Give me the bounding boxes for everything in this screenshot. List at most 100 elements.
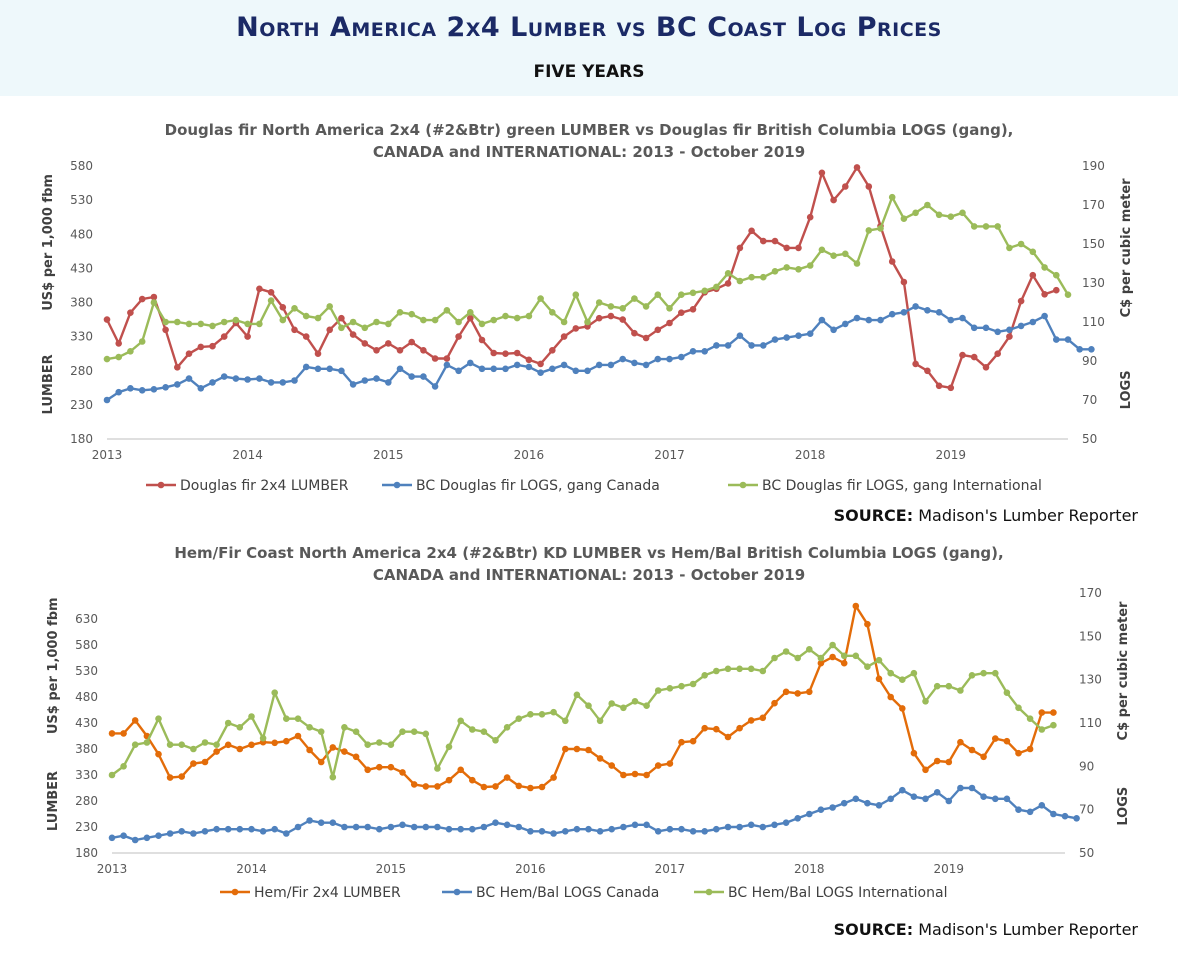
data-point-bc-hem-bal-logs-international bbox=[864, 663, 871, 670]
data-point-bc-hem-bal-logs-canada bbox=[899, 786, 906, 794]
data-point-douglas-fir-2x4-lumber bbox=[431, 355, 439, 362]
data-point-bc-douglas-fir-logs-gang-international bbox=[349, 318, 357, 326]
data-point-bc-douglas-fir-logs-gang-international bbox=[162, 318, 169, 326]
legend-marker-bc-hem-bal-logs-international bbox=[705, 888, 713, 896]
data-point-bc-douglas-fir-logs-gang-international bbox=[291, 305, 298, 312]
data-point-bc-douglas-fir-logs-gang-canada bbox=[209, 379, 216, 386]
data-point-bc-hem-bal-logs-canada bbox=[910, 793, 918, 800]
data-point-douglas-fir-2x4-lumber bbox=[138, 295, 146, 303]
data-point-bc-hem-bal-logs-international bbox=[1038, 726, 1046, 733]
data-point-bc-douglas-fir-logs-gang-canada bbox=[1088, 346, 1095, 353]
data-point-bc-hem-bal-logs-canada bbox=[306, 817, 313, 824]
data-point-bc-hem-bal-logs-canada bbox=[747, 821, 755, 829]
data-point-bc-douglas-fir-logs-gang-international bbox=[244, 320, 251, 328]
data-point-bc-hem-bal-logs-canada bbox=[364, 823, 372, 831]
data-point-bc-douglas-fir-logs-gang-canada bbox=[115, 388, 122, 396]
data-point-douglas-fir-2x4-lumber bbox=[525, 356, 533, 364]
legend-marker-douglas-fir-2x4-lumber bbox=[157, 481, 165, 489]
x-tick-label: 2017 bbox=[655, 862, 686, 876]
data-point-bc-douglas-fir-logs-gang-international bbox=[1006, 244, 1013, 252]
data-point-bc-douglas-fir-logs-gang-international bbox=[197, 320, 205, 328]
data-point-bc-douglas-fir-logs-gang-canada bbox=[1053, 336, 1060, 343]
x-tick-label: 2016 bbox=[515, 862, 546, 876]
data-point-bc-douglas-fir-logs-gang-canada bbox=[642, 361, 650, 369]
y-right-axis-label: C$ per cubic meter bbox=[1119, 178, 1134, 318]
data-point-bc-douglas-fir-logs-gang-international bbox=[1029, 248, 1037, 256]
data-point-bc-douglas-fir-logs-gang-canada bbox=[900, 309, 908, 316]
data-point-bc-douglas-fir-logs-gang-canada bbox=[549, 365, 556, 373]
data-point-bc-hem-bal-logs-international bbox=[887, 669, 894, 677]
data-point-bc-douglas-fir-logs-gang-international bbox=[502, 312, 509, 320]
data-point-douglas-fir-2x4-lumber bbox=[678, 309, 685, 316]
data-point-bc-douglas-fir-logs-gang-canada bbox=[443, 361, 451, 369]
data-point-douglas-fir-2x4-lumber bbox=[865, 183, 873, 190]
data-point-bc-douglas-fir-logs-gang-canada bbox=[232, 375, 240, 382]
data-point-bc-hem-bal-logs-canada bbox=[608, 825, 615, 833]
data-point-douglas-fir-2x4-lumber bbox=[302, 333, 310, 340]
data-point-douglas-fir-2x4-lumber bbox=[736, 244, 744, 252]
data-point-bc-douglas-fir-logs-gang-international bbox=[959, 209, 966, 217]
data-point-bc-douglas-fir-logs-gang-canada bbox=[689, 348, 697, 355]
y-left-axis-label: US$ per 1,000 fbm bbox=[46, 597, 61, 734]
data-point-hem-fir-2x4-lumber bbox=[957, 738, 964, 746]
data-point-hem-fir-2x4-lumber bbox=[445, 776, 453, 784]
data-point-bc-hem-bal-logs-canada bbox=[190, 830, 197, 837]
data-point-douglas-fir-2x4-lumber bbox=[420, 347, 427, 354]
x-tick-label: 2015 bbox=[376, 862, 407, 876]
y-right-axis-label: LOGS bbox=[1119, 370, 1134, 409]
data-point-hem-fir-2x4-lumber bbox=[201, 758, 209, 766]
data-point-bc-hem-bal-logs-canada bbox=[236, 825, 244, 833]
data-point-bc-hem-bal-logs-canada bbox=[817, 806, 825, 813]
data-point-bc-hem-bal-logs-canada bbox=[585, 825, 592, 833]
data-point-douglas-fir-2x4-lumber bbox=[220, 333, 228, 340]
y-right-tick-label: 50 bbox=[1079, 846, 1094, 860]
data-point-bc-douglas-fir-logs-gang-canada bbox=[783, 334, 790, 341]
data-point-bc-douglas-fir-logs-gang-international bbox=[420, 316, 427, 324]
data-point-bc-hem-bal-logs-international bbox=[515, 715, 523, 722]
data-point-douglas-fir-2x4-lumber bbox=[185, 350, 193, 357]
data-point-bc-hem-bal-logs-canada bbox=[120, 832, 127, 839]
data-point-bc-hem-bal-logs-canada bbox=[445, 825, 453, 833]
data-point-douglas-fir-2x4-lumber bbox=[994, 350, 1001, 357]
data-point-douglas-fir-2x4-lumber bbox=[783, 244, 790, 252]
y-left-tick-label: 430 bbox=[75, 716, 98, 730]
data-point-hem-fir-2x4-lumber bbox=[701, 724, 708, 732]
data-point-bc-douglas-fir-logs-gang-canada bbox=[607, 361, 615, 369]
data-point-hem-fir-2x4-lumber bbox=[480, 783, 488, 791]
data-point-bc-douglas-fir-logs-gang-international bbox=[865, 227, 873, 234]
data-point-douglas-fir-2x4-lumber bbox=[760, 237, 767, 245]
data-point-bc-douglas-fir-logs-gang-canada bbox=[619, 355, 626, 363]
y-left-axis-label: LUMBER bbox=[41, 354, 56, 414]
data-point-bc-douglas-fir-logs-gang-canada bbox=[912, 303, 919, 310]
data-point-bc-douglas-fir-logs-gang-canada bbox=[537, 369, 544, 377]
data-point-bc-hem-bal-logs-canada bbox=[980, 793, 987, 800]
data-point-bc-hem-bal-logs-canada bbox=[259, 828, 267, 835]
data-point-bc-hem-bal-logs-canada bbox=[341, 823, 348, 831]
data-point-bc-douglas-fir-logs-gang-canada bbox=[830, 326, 837, 334]
data-point-bc-hem-bal-logs-canada bbox=[1026, 808, 1034, 816]
data-point-bc-hem-bal-logs-international bbox=[1026, 715, 1034, 722]
data-point-bc-hem-bal-logs-international bbox=[747, 665, 755, 673]
data-point-bc-hem-bal-logs-international bbox=[434, 765, 441, 772]
data-point-hem-fir-2x4-lumber bbox=[585, 746, 592, 754]
data-point-bc-hem-bal-logs-international bbox=[771, 654, 778, 662]
data-point-bc-hem-bal-logs-international bbox=[480, 728, 488, 735]
data-point-hem-fir-2x4-lumber bbox=[771, 699, 778, 707]
data-point-bc-hem-bal-logs-canada bbox=[1015, 806, 1022, 813]
data-point-douglas-fir-2x4-lumber bbox=[900, 278, 908, 286]
data-point-bc-hem-bal-logs-international bbox=[666, 685, 674, 692]
legend-label-hem-fir-2x4-lumber: Hem/Fir 2x4 LUMBER bbox=[254, 885, 401, 901]
y-left-tick-label: 480 bbox=[75, 690, 98, 704]
data-point-bc-hem-bal-logs-international bbox=[306, 724, 313, 731]
data-point-douglas-fir-2x4-lumber bbox=[654, 326, 662, 334]
data-point-bc-hem-bal-logs-international bbox=[829, 641, 836, 649]
data-point-hem-fir-2x4-lumber bbox=[631, 770, 639, 778]
y-left-tick-label: 180 bbox=[70, 432, 93, 446]
data-point-hem-fir-2x4-lumber bbox=[840, 659, 848, 667]
data-point-bc-douglas-fir-logs-gang-canada bbox=[244, 376, 251, 383]
y-right-axis-label: C$ per cubic meter bbox=[1116, 601, 1131, 741]
data-point-bc-hem-bal-logs-canada bbox=[224, 825, 232, 833]
data-point-hem-fir-2x4-lumber bbox=[341, 748, 348, 755]
data-point-bc-hem-bal-logs-international bbox=[527, 711, 534, 718]
data-point-bc-douglas-fir-logs-gang-international bbox=[982, 223, 990, 230]
